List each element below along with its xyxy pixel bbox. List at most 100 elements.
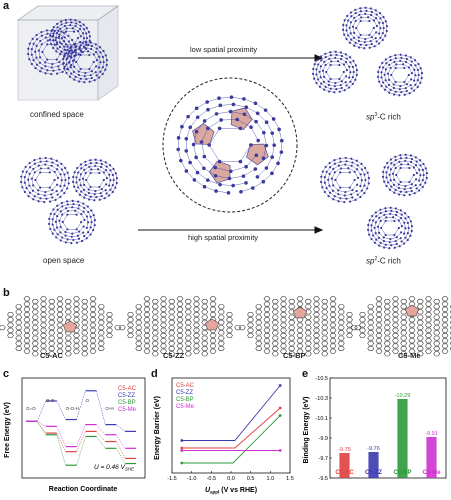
- bar-value-label: -9.76: [367, 446, 380, 452]
- connector: [36, 421, 47, 434]
- chart-d-xlabel: Uappl (V vs RHE): [205, 487, 257, 495]
- cluster-sp3-1: [341, 6, 389, 50]
- cluster-sp2-2: [381, 153, 429, 197]
- model-label-zz: C5-ZZ: [163, 351, 185, 360]
- x-tick-label: 1.5: [286, 476, 294, 482]
- chart-c-frame: [21, 377, 146, 479]
- series-c5-me: [180, 449, 282, 452]
- y-tick-label: -10.1: [315, 416, 328, 422]
- confined-space-caption: confined space: [30, 110, 84, 119]
- svg-text:U = 0.46 VSHE: U = 0.46 VSHE: [94, 464, 135, 472]
- model-label-ac: C5-AC: [40, 351, 63, 360]
- chart-e-ylabel: Binding Energy (eV): [303, 397, 310, 464]
- sp3-sup: 3: [374, 112, 378, 118]
- series-c5-bp: [180, 414, 282, 465]
- y-tick-label: -10.5: [315, 376, 328, 382]
- model-label-me: C5-Me: [398, 351, 421, 360]
- bar-category-label: C5-AC: [335, 470, 354, 476]
- pentagon-defect: [204, 318, 220, 331]
- sheet-c5-bp: [238, 296, 362, 357]
- panel-b-illustration: [0, 296, 451, 357]
- connector: [76, 424, 86, 447]
- series-point: [278, 384, 282, 387]
- x-tick-label: 0.5: [247, 476, 255, 482]
- step-label: O-H: [105, 406, 113, 411]
- sp2-tail: -C rich: [377, 256, 401, 266]
- x-tick-label: -1.5: [167, 476, 176, 482]
- sp3-tail: -C rich: [377, 112, 401, 122]
- cluster-sp3-3: [376, 53, 424, 97]
- chart-d-xlabel-tail: (V vs RHE): [219, 487, 257, 494]
- connector: [56, 426, 66, 447]
- connector: [56, 434, 66, 466]
- step-label: O: [86, 398, 90, 403]
- bar-value-label: -9.75: [338, 447, 351, 453]
- series-point: [278, 449, 282, 452]
- chart-d-xlabel-sub: appl: [210, 490, 219, 495]
- step-label: O-O-H: [66, 406, 79, 411]
- connector: [76, 436, 86, 466]
- sheet-c5-me: [350, 296, 451, 357]
- connector: [56, 432, 66, 452]
- confined-cube: [16, 5, 120, 101]
- legend-entry-c5-bp: C5-BP: [176, 397, 194, 403]
- series-line: [181, 385, 281, 441]
- series-point: [180, 461, 184, 465]
- arrows: [138, 54, 324, 234]
- bar-category-label: C5-ZZ: [365, 470, 382, 476]
- sp3-caption: sp3-C rich: [366, 112, 401, 122]
- chart-d: Energy Barrier (eV) Uappl (V vs RHE) -1.…: [154, 377, 294, 495]
- sheet-c5-ac: [0, 296, 122, 357]
- connector: [36, 421, 47, 435]
- y-tick-label: -10.3: [315, 396, 328, 402]
- bar: [339, 453, 350, 478]
- sp2-sup: 2: [374, 256, 378, 262]
- sp2-main: sp: [366, 256, 375, 266]
- series-c5-ac: [180, 406, 282, 450]
- series-point: [180, 446, 184, 450]
- bar: [368, 452, 379, 478]
- cluster-sp2-3: [366, 206, 414, 250]
- connector: [76, 431, 86, 452]
- chart-c: Free Energy (eV) Reaction Coordinate U =…: [4, 377, 146, 493]
- cluster-sp3-2: [311, 50, 359, 94]
- series-c5-me: [26, 420, 137, 449]
- model-label-bp: C5-BP: [283, 351, 306, 360]
- chart-e-frame: [329, 377, 447, 479]
- bar-category-label: C5-BP: [393, 470, 411, 476]
- cluster-sp2-1: [320, 156, 370, 204]
- chart-d-xlabel-main: U: [205, 487, 211, 494]
- legend-entry-c5-me: C5-Me: [176, 404, 195, 410]
- connector: [116, 434, 126, 449]
- connector: [96, 424, 106, 435]
- open-space-caption: open space: [43, 256, 85, 265]
- connector: [76, 390, 86, 420]
- connector: [96, 436, 106, 449]
- connector: [36, 421, 46, 427]
- chart-e: Binding Energy (eV) -9.5 -9.7 -9.9 -10.1 -10…: [303, 376, 447, 482]
- cluster-confined-3: [48, 18, 92, 58]
- sp3-main: sp: [366, 112, 375, 122]
- y-tick-label: -9.5: [319, 476, 328, 482]
- bar-group-c5-bp: -10.29 C5-BP: [393, 393, 412, 478]
- legend-entry-c5-me: C5-Me: [118, 407, 137, 413]
- bar-value-label: -9.91: [425, 431, 438, 437]
- top-arrow-label: low spatial proximity: [190, 45, 258, 54]
- connector: [96, 431, 106, 442]
- cluster-confined-1: [27, 28, 77, 76]
- series-line: [181, 407, 281, 449]
- chart-c-xlabel: Reaction Coordinate: [49, 486, 118, 493]
- connector: [36, 400, 47, 422]
- zoom-circle: [162, 77, 298, 213]
- legend-entry-c5-bp: C5-BP: [118, 400, 136, 406]
- step-label: O=O: [26, 406, 36, 411]
- cluster-open-3: [47, 199, 97, 245]
- bottom-arrow-label: high spatial proximity: [188, 233, 259, 242]
- connector: [96, 390, 106, 425]
- chart-c-annotation-sub: SHE: [125, 467, 135, 472]
- connector: [116, 424, 126, 432]
- pentagon-defect: [62, 320, 78, 333]
- bar-group-c5-zz: -9.76 C5-ZZ: [365, 446, 382, 478]
- panel-e-label: e: [302, 368, 309, 380]
- series-point: [278, 406, 282, 410]
